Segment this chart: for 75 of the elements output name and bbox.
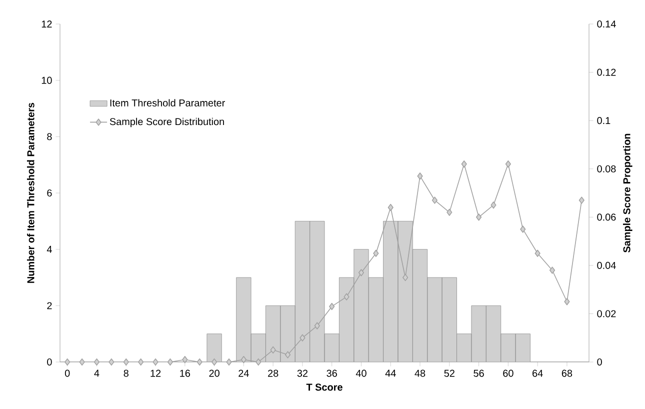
y-tick-label: 4 bbox=[46, 246, 52, 253]
y2-tick-label: 0.02 bbox=[597, 310, 616, 318]
point bbox=[461, 160, 467, 168]
y-tick-label: 12 bbox=[42, 20, 52, 28]
point bbox=[94, 358, 100, 366]
point bbox=[167, 358, 173, 366]
point bbox=[284, 351, 291, 358]
point bbox=[314, 322, 320, 330]
x-tick-label: 20 bbox=[209, 370, 220, 377]
point bbox=[446, 208, 452, 216]
point bbox=[373, 250, 379, 257]
point bbox=[534, 250, 540, 257]
point bbox=[476, 214, 482, 221]
point bbox=[505, 160, 511, 168]
legend-label: Item Threshold Parameter bbox=[110, 99, 225, 106]
point bbox=[578, 196, 584, 204]
point bbox=[256, 358, 262, 366]
y2-axis-title: Sample Score Proportion bbox=[623, 134, 632, 253]
x-tick-label: 36 bbox=[326, 370, 337, 377]
x-tick-label: 8 bbox=[124, 370, 128, 377]
x-tick-label: 56 bbox=[474, 370, 484, 377]
x-tick-label: 4 bbox=[94, 370, 100, 377]
x-tick-label: 64 bbox=[532, 370, 543, 377]
point bbox=[123, 358, 129, 366]
y2-tick-label: 0.06 bbox=[597, 214, 616, 221]
point bbox=[270, 346, 276, 354]
point bbox=[64, 358, 70, 366]
point bbox=[108, 358, 114, 366]
point bbox=[388, 204, 394, 212]
point bbox=[196, 358, 202, 366]
x-tick-label: 24 bbox=[238, 370, 249, 377]
x-tick-label: 48 bbox=[414, 370, 426, 377]
point bbox=[564, 298, 570, 306]
point bbox=[212, 358, 218, 366]
point bbox=[240, 356, 246, 364]
y-tick-label: 8 bbox=[47, 133, 52, 140]
y-tick-label: 6 bbox=[47, 189, 52, 197]
x-tick-label: 52 bbox=[444, 370, 454, 377]
bar bbox=[206, 334, 222, 362]
y2-tick-label: 0.08 bbox=[597, 165, 616, 172]
point bbox=[358, 269, 364, 276]
x-tick-label: 12 bbox=[150, 370, 161, 377]
x-tick-label: 68 bbox=[562, 370, 572, 377]
point bbox=[402, 274, 408, 282]
y2-tick-label: 0.12 bbox=[597, 68, 616, 76]
x-tick-label: 28 bbox=[268, 370, 278, 377]
point bbox=[138, 358, 144, 366]
x-tick-label: 16 bbox=[180, 370, 190, 377]
y-tick-label: 2 bbox=[47, 302, 52, 310]
point bbox=[520, 226, 526, 233]
x-tick-label: 40 bbox=[356, 370, 366, 377]
point bbox=[79, 358, 85, 366]
point bbox=[549, 266, 556, 274]
y2-tick-label: 0.04 bbox=[597, 262, 616, 269]
x-tick-label: 32 bbox=[297, 370, 308, 377]
point bbox=[490, 201, 496, 209]
point bbox=[329, 302, 335, 310]
y-tick-label: 0 bbox=[47, 358, 52, 366]
x-tick-label: 0 bbox=[64, 370, 70, 377]
y-axis-title: Number of Item Threshold Parameters bbox=[26, 102, 34, 283]
x-tick-label: 44 bbox=[385, 370, 396, 377]
x-axis-title: T Score bbox=[306, 384, 342, 391]
y2-tick-label: 0.14 bbox=[597, 20, 616, 28]
point bbox=[152, 358, 158, 366]
y2-tick-label: 0.1 bbox=[597, 117, 610, 124]
legend-label: Sample Score Distribution bbox=[110, 118, 224, 128]
point bbox=[226, 358, 232, 366]
point bbox=[432, 196, 438, 204]
point bbox=[344, 293, 350, 300]
point bbox=[182, 356, 188, 364]
y-tick-label: 10 bbox=[42, 76, 52, 84]
y2-tick-label: 0 bbox=[597, 358, 602, 366]
point bbox=[417, 172, 423, 180]
point bbox=[300, 334, 306, 342]
x-tick-label: 60 bbox=[503, 370, 514, 377]
